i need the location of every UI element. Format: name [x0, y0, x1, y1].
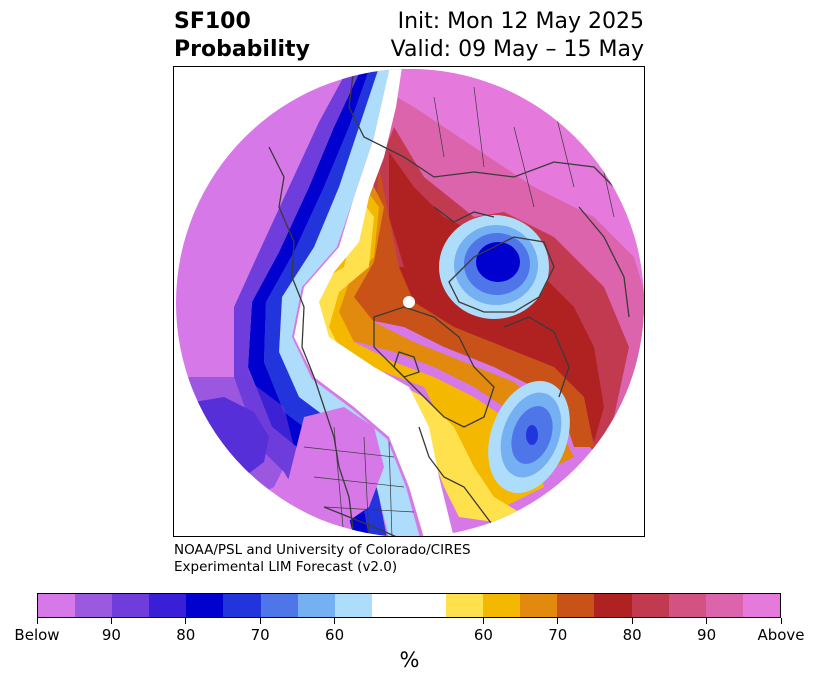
valid-range: Valid: 09 May – 15 May — [390, 37, 644, 62]
colorbar-unit: % — [399, 648, 420, 672]
credit-text: NOAA/PSL and University of Colorado/CIRE… — [174, 542, 471, 576]
init-date: Init: Mon 12 May 2025 — [397, 9, 644, 34]
colorbar-tick — [706, 618, 708, 624]
above-70-band — [319, 177, 574, 467]
conus-below-region — [284, 407, 384, 536]
colorbar-segment — [742, 594, 780, 617]
colorbar-segment — [483, 594, 521, 617]
colorbar-segment — [631, 594, 669, 617]
colorbar-segment — [668, 594, 706, 617]
credit-line-2: Experimental LIM Forecast (v2.0) — [174, 559, 398, 575]
political-borders — [303, 86, 615, 536]
colorbar-tick — [36, 618, 38, 624]
colorbar-tick — [185, 618, 187, 624]
above-70-region — [334, 167, 594, 447]
below-60-band — [279, 69, 420, 536]
colorbar-tick — [110, 618, 112, 624]
colorbar-segment — [297, 594, 335, 617]
map-canvas — [176, 69, 644, 536]
colorbar-segment — [38, 594, 76, 617]
colorbar-segment — [705, 594, 743, 617]
above-60-region — [314, 187, 544, 507]
colorbar — [37, 593, 781, 618]
title-variable: SF100 — [174, 9, 251, 34]
colorbar-segment — [557, 594, 595, 617]
colorbar-tick-label: Below — [14, 626, 60, 644]
colorbar-tick — [482, 618, 484, 624]
colorbar-segment — [186, 594, 224, 617]
pole-marker — [403, 296, 415, 308]
colorbar-tick — [557, 618, 559, 624]
colorbar-segment — [594, 594, 632, 617]
credit-line-1: NOAA/PSL and University of Colorado/CIRE… — [174, 542, 471, 558]
colorbar-segment — [446, 594, 484, 617]
probability-map — [173, 66, 645, 537]
colorbar-tick — [631, 618, 633, 624]
colorbar-tick-label: 60 — [325, 626, 345, 644]
colorbar-tick — [780, 618, 782, 624]
colorbar-segment — [149, 594, 187, 617]
colorbar-segment — [75, 594, 113, 617]
colorbar-segment — [371, 594, 447, 617]
forecast-dates: Init: Mon 12 May 2025 Valid: 09 May – 15… — [391, 8, 644, 64]
colorbar-tick-label: Above — [757, 626, 805, 644]
colorbar-segment — [334, 594, 372, 617]
colorbar-segment — [520, 594, 558, 617]
colorbar-tick — [334, 618, 336, 624]
colorbar-tick-label: 90 — [101, 626, 121, 644]
colorbar-segment — [112, 594, 150, 617]
colorbar-segment — [260, 594, 298, 617]
title-quantity: Probability — [174, 37, 310, 62]
colorbar-tick-label: 90 — [697, 626, 717, 644]
colorbar-tick-label: 80 — [622, 626, 642, 644]
map-title: SF100 Probability — [174, 8, 310, 64]
neutral-band — [294, 69, 454, 536]
hemisphere-disk — [176, 69, 644, 536]
colorbar-tick-label: 80 — [176, 626, 196, 644]
atlantic-below-90 — [526, 425, 538, 445]
polar-below-90 — [476, 242, 520, 282]
coastlines — [268, 69, 635, 536]
colorbar-tick-label: 70 — [250, 626, 270, 644]
colorbar-tick — [259, 618, 261, 624]
colorbar-tick-label: 70 — [548, 626, 568, 644]
colorbar-segment — [223, 594, 261, 617]
colorbar-tick-label: 60 — [473, 626, 493, 644]
